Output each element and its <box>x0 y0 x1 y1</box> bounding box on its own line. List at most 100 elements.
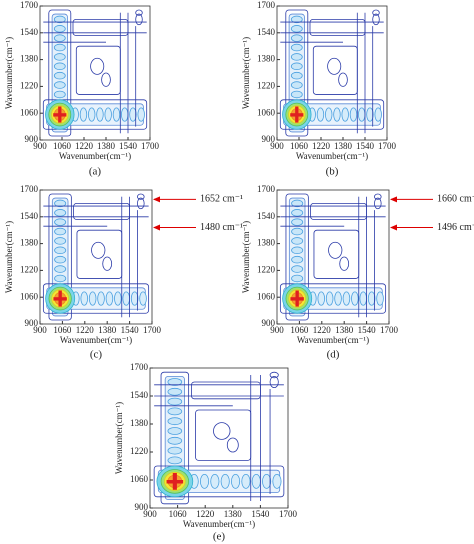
contour <box>290 34 303 42</box>
contour <box>341 107 349 122</box>
contour <box>104 107 112 122</box>
contour <box>53 43 66 52</box>
contour <box>54 218 67 226</box>
contour <box>359 291 368 306</box>
contour <box>325 291 334 306</box>
contour <box>167 436 183 445</box>
contour <box>53 25 66 33</box>
x-tick-label: 1060 <box>53 325 72 335</box>
contour <box>76 229 123 279</box>
contour <box>291 237 304 245</box>
contour <box>328 241 343 259</box>
contour <box>53 297 67 301</box>
contour <box>291 209 304 217</box>
caption: (c) <box>90 349 103 361</box>
contour <box>48 9 72 137</box>
contour <box>79 107 88 122</box>
contour <box>195 409 252 461</box>
contour <box>272 473 282 489</box>
y-axis-label: Wavenumber(cm⁻¹) <box>4 221 14 293</box>
plot-frame <box>39 189 153 325</box>
x-axis-label: Wavenumber(cm⁻¹) <box>296 151 368 161</box>
y-axis-label: Wavenumber(cm⁻¹) <box>4 37 14 109</box>
contour <box>290 71 303 80</box>
contour <box>199 473 210 489</box>
contour <box>122 291 130 306</box>
contour <box>349 107 358 122</box>
contour-plot: 900 1060 1220 1380 1540 170090010601220138015… <box>241 184 474 360</box>
contour <box>90 57 105 75</box>
contour <box>53 53 66 61</box>
x-tick-label: 1700 <box>143 325 162 335</box>
x-tick-label: 1700 <box>279 509 298 519</box>
contour <box>285 193 309 321</box>
x-tick-label: 900 <box>270 325 284 335</box>
x-axis-label: Wavenumber(cm⁻¹) <box>60 335 132 345</box>
contour <box>167 387 183 396</box>
contour <box>54 274 67 283</box>
x-tick-label: 1060 <box>290 325 309 335</box>
contour <box>262 473 272 489</box>
contour <box>334 291 342 306</box>
contour <box>279 99 385 130</box>
y-tick-label: 900 <box>25 134 39 144</box>
y-tick-label: 1220 <box>257 264 276 274</box>
contour <box>251 473 261 489</box>
y-tick-label: 1220 <box>20 80 39 90</box>
contour <box>160 371 190 505</box>
contour <box>53 71 66 80</box>
x-tick-label: 1060 <box>290 141 309 151</box>
y-tick-label: 1700 <box>130 362 149 372</box>
contour <box>372 9 380 16</box>
y-tick-label: 1380 <box>257 238 276 248</box>
contour <box>290 53 303 61</box>
y-tick-label: 1540 <box>257 27 276 37</box>
contour <box>316 107 325 122</box>
y-tick-label: 1220 <box>20 264 39 274</box>
annotation: 1480 cm⁻¹ <box>200 222 243 233</box>
y-tick-label: 1220 <box>130 446 149 456</box>
x-tick-label: 900 <box>33 325 47 335</box>
contour <box>374 193 382 200</box>
y-tick-label: 1540 <box>130 390 149 400</box>
x-tick-label: 1060 <box>169 509 188 519</box>
y-axis-label: Wavenumber(cm⁻¹) <box>241 221 251 293</box>
y-tick-label: 1060 <box>257 107 276 117</box>
contour <box>153 465 285 498</box>
y-tick-label: 1220 <box>257 80 276 90</box>
contour <box>139 291 147 306</box>
contour <box>53 34 66 42</box>
contour <box>53 62 66 71</box>
contour <box>54 199 67 208</box>
contour <box>367 291 376 306</box>
x-tick-label: 1220 <box>75 141 94 151</box>
contour <box>53 81 66 89</box>
x-tick-label: 1380 <box>98 325 117 335</box>
contour <box>42 99 148 130</box>
caption: (a) <box>89 166 102 178</box>
contour <box>291 199 304 208</box>
y-tick-label: 1540 <box>20 27 39 37</box>
contour <box>374 197 382 210</box>
caption: (b) <box>326 166 339 178</box>
y-tick-label: 1380 <box>130 418 149 428</box>
contour <box>54 227 67 236</box>
annotation: 1496 cm⁻¹ <box>437 222 474 233</box>
contour <box>210 473 220 489</box>
contour <box>54 255 67 264</box>
contour <box>54 237 67 245</box>
contour <box>167 446 183 455</box>
contour <box>54 209 67 217</box>
contour <box>290 62 303 71</box>
contour <box>137 193 145 200</box>
x-tick-label: 1060 <box>53 141 72 151</box>
contour <box>48 193 72 321</box>
contour <box>351 291 359 306</box>
contour <box>241 473 251 489</box>
contour <box>269 371 279 379</box>
y-tick-label: 1540 <box>257 211 276 221</box>
contour <box>167 407 183 416</box>
contour <box>42 283 150 314</box>
contour <box>342 291 351 306</box>
